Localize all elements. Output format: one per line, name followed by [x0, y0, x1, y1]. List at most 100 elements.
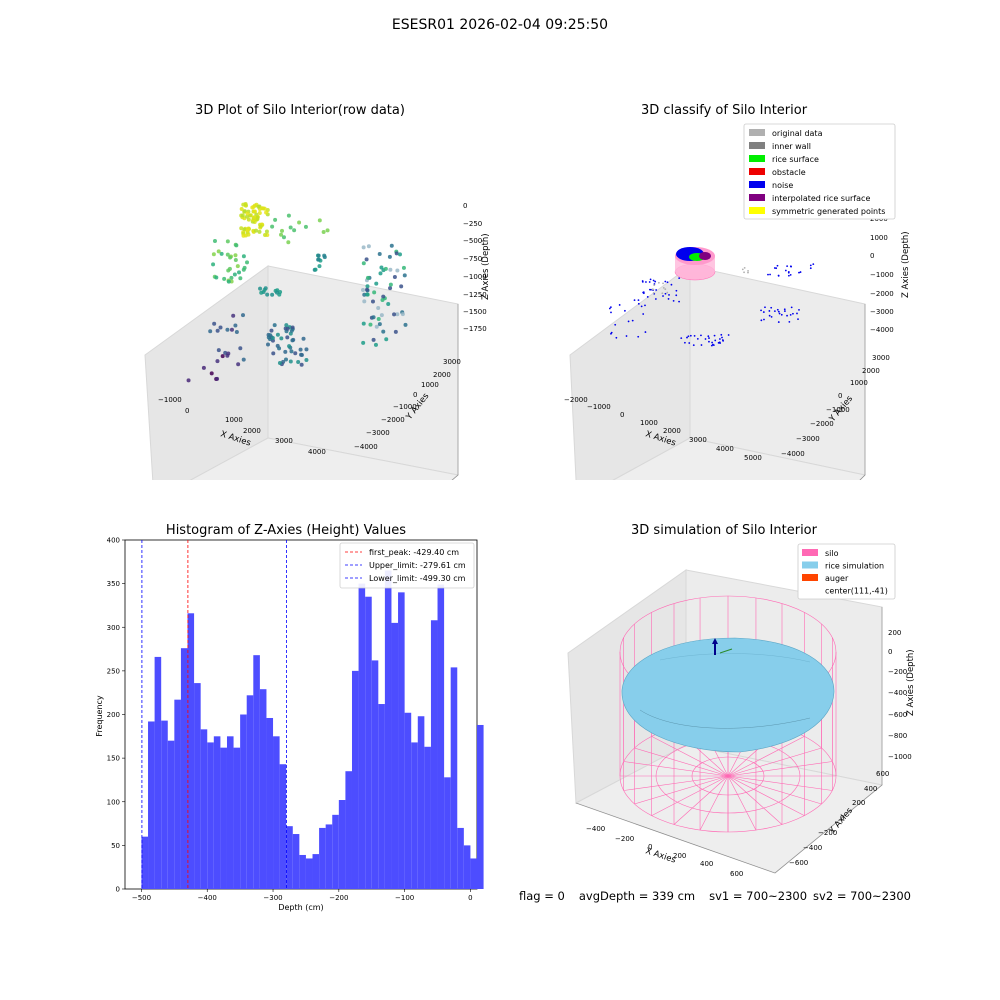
raw-point — [293, 351, 298, 356]
histogram-bar — [384, 570, 392, 889]
classify-point — [797, 318, 799, 320]
classify-point — [798, 271, 800, 274]
raw-point — [234, 243, 239, 248]
raw-ytick: 1000 — [421, 381, 439, 389]
classify-point — [792, 312, 794, 315]
raw-point — [241, 254, 246, 259]
raw-point — [386, 302, 391, 307]
classify-point — [747, 271, 749, 274]
classify-point — [789, 265, 792, 268]
classify-point — [675, 294, 678, 297]
raw-point — [298, 347, 303, 352]
simulation-ytick: 200 — [852, 799, 865, 807]
classify-point — [799, 271, 802, 273]
classify-xtick: 5000 — [744, 454, 762, 462]
raw-point — [301, 336, 306, 341]
raw-point — [264, 210, 269, 215]
classify-ytick: 0 — [838, 392, 842, 400]
raw-point — [361, 321, 366, 326]
histogram-ytick-label: 150 — [107, 755, 120, 763]
simulation-legend: silo rice simulation auger center(111,-41) — [797, 543, 896, 600]
classify-point — [662, 282, 664, 285]
classify-point — [727, 334, 730, 336]
classify-legend-swatch — [749, 168, 765, 175]
classify-point — [812, 263, 815, 265]
classify-point — [608, 307, 611, 310]
histogram-bar — [226, 736, 234, 889]
silo-floor-spoke — [727, 747, 822, 777]
raw-point — [218, 325, 223, 330]
raw-ztick: −1500 — [463, 308, 487, 316]
histogram-bar — [161, 720, 168, 889]
raw-point — [211, 252, 216, 257]
histogram-title: Histogram of Z-Axies (Height) Values — [165, 523, 407, 538]
raw-point — [263, 232, 268, 237]
classify-point — [655, 289, 658, 291]
classify-point — [769, 273, 771, 276]
raw-point — [229, 327, 234, 332]
classify-point — [719, 338, 721, 340]
classify-point — [661, 292, 664, 295]
classify-legend-label: inner wall — [772, 142, 811, 151]
classify-silo-cluster — [674, 247, 716, 281]
classify-xtick: 1000 — [640, 419, 658, 427]
classify-legend-label: noise — [772, 181, 793, 190]
histogram-bar — [470, 858, 477, 889]
classify-point — [780, 313, 783, 316]
raw-point — [388, 286, 393, 291]
classify-ztick: −4000 — [870, 326, 894, 334]
raw-point — [264, 229, 269, 234]
classify-point — [700, 334, 702, 337]
histogram-bar — [404, 712, 412, 889]
simulation-xtick: 400 — [700, 860, 713, 868]
raw-point — [270, 292, 275, 297]
classify-point — [720, 333, 723, 336]
raw-point — [376, 306, 381, 311]
simulation-ytick: −200 — [818, 829, 837, 837]
classify-xtick: 3000 — [689, 436, 707, 444]
histogram-bar — [351, 670, 359, 889]
classify-point — [762, 311, 765, 313]
raw-point — [242, 209, 247, 214]
raw-point — [304, 357, 309, 362]
classify-point — [644, 331, 647, 333]
classify-point — [788, 321, 791, 323]
simulation-xlabel: X Axies — [644, 846, 677, 865]
simulation-ztick: 0 — [888, 648, 892, 656]
raw-point — [238, 276, 243, 281]
histogram-ytick-label: 50 — [111, 842, 120, 850]
raw-point — [379, 265, 384, 270]
classify-legend-label: original data — [772, 129, 823, 138]
raw-point — [288, 225, 293, 230]
raw-point — [258, 286, 263, 291]
classify-point — [654, 298, 657, 300]
raw-point — [234, 330, 239, 335]
simulation-ztick: −400 — [888, 689, 907, 697]
histogram-bar — [233, 747, 241, 889]
raw-point — [256, 204, 261, 209]
classify-point — [689, 334, 692, 337]
raw-point — [373, 342, 378, 347]
raw-point — [216, 249, 221, 254]
raw-point — [398, 252, 403, 257]
histogram-ytick-label: 350 — [107, 580, 120, 588]
classify-point — [662, 287, 665, 289]
raw-point — [379, 313, 384, 318]
simulation-legend-label: auger — [825, 574, 849, 583]
raw-point — [388, 282, 393, 287]
histogram-bar — [154, 656, 162, 889]
classify-point — [787, 274, 790, 277]
histogram-bar — [266, 717, 274, 889]
classify-ztick: −1000 — [870, 271, 894, 279]
silo-floor-spoke — [699, 775, 729, 831]
classify-point — [776, 264, 779, 267]
classify-point — [625, 335, 628, 337]
silo-floor-spoke — [623, 761, 729, 777]
raw-xtick: 4000 — [308, 448, 326, 456]
histogram-legend-label: Upper_limit: -279.61 cm — [369, 561, 466, 570]
classify-point — [645, 281, 647, 283]
classify-ytick: 3000 — [872, 354, 890, 362]
histogram-ytick-label: 400 — [107, 537, 120, 545]
simulation-plot-title: 3D simulation of Silo Interior — [631, 523, 817, 538]
classify-point — [670, 283, 673, 286]
